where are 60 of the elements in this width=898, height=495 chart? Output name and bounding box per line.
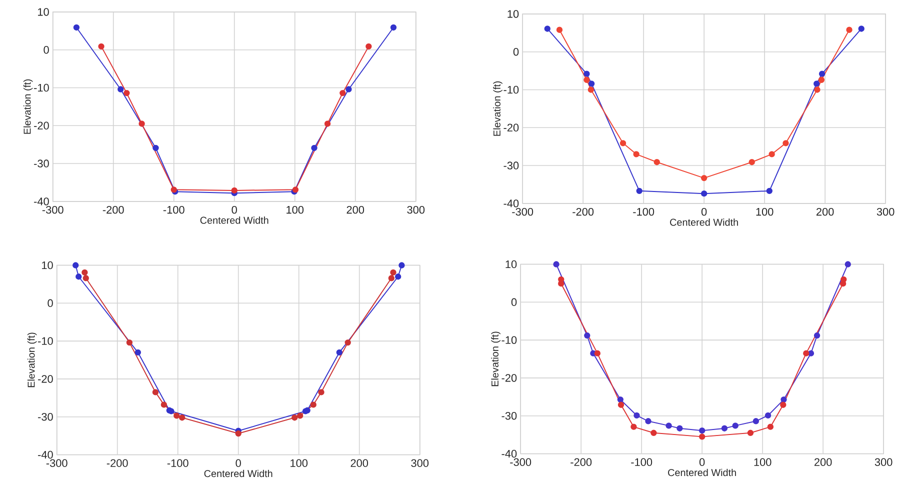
y-axis-title: Elevation (ft) bbox=[23, 80, 33, 134]
y-tick-label: -20 bbox=[38, 375, 53, 383]
y-tick-label: 10 bbox=[506, 260, 517, 268]
x-tick-label: -100 bbox=[631, 458, 652, 466]
x-tick-label: -200 bbox=[102, 206, 124, 214]
y-tick-label: -40 bbox=[34, 198, 49, 206]
y-tick-label: 0 bbox=[511, 298, 517, 306]
y-tick-label: 0 bbox=[48, 299, 53, 308]
x-tick-label: 0 bbox=[699, 458, 705, 466]
x-tick-label: 100 bbox=[756, 208, 774, 216]
y-tick-label: -40 bbox=[38, 451, 53, 459]
x-tick-label: -100 bbox=[167, 459, 188, 468]
y-axis-title: Elevation (ft) bbox=[491, 332, 500, 386]
x-axis-title: Centered Width bbox=[670, 218, 738, 226]
x-tick-label: 300 bbox=[411, 459, 429, 468]
y-tick-label: -30 bbox=[502, 412, 517, 420]
x-tick-label: -300 bbox=[46, 459, 68, 468]
x-tick-label: 300 bbox=[407, 206, 425, 214]
x-tick-label: 100 bbox=[754, 458, 772, 466]
y-axis-title: Elevation (ft) bbox=[493, 82, 502, 136]
y-tick-label: -30 bbox=[38, 413, 53, 421]
x-tick-label: 100 bbox=[290, 459, 308, 468]
y-axis-title: Elevation (ft) bbox=[27, 332, 37, 388]
x-axis-title: Centered Width bbox=[204, 470, 272, 478]
x-tick-label: -200 bbox=[570, 458, 592, 466]
x-tick-label: -300 bbox=[510, 458, 532, 466]
y-tick-label: -40 bbox=[504, 200, 519, 208]
y-tick-label: -10 bbox=[34, 84, 49, 92]
x-tick-label: 0 bbox=[236, 459, 241, 468]
x-tick-label: 200 bbox=[346, 206, 364, 214]
x-tick-label: 300 bbox=[876, 208, 894, 216]
y-tick-label: -20 bbox=[502, 374, 517, 382]
y-tick-label: -30 bbox=[34, 160, 49, 168]
y-tick-label: 0 bbox=[44, 46, 49, 54]
x-tick-label: -200 bbox=[572, 208, 594, 216]
y-tick-label: -40 bbox=[502, 450, 517, 458]
x-tick-label: 0 bbox=[232, 206, 237, 214]
y-tick-label: -10 bbox=[38, 337, 53, 346]
x-axis-title: Centered Width bbox=[668, 469, 736, 476]
x-tick-label: -300 bbox=[42, 206, 64, 214]
x-tick-label: 200 bbox=[816, 208, 834, 216]
y-tick-label: 0 bbox=[513, 48, 519, 56]
x-axis-title: Centered Width bbox=[200, 216, 268, 224]
x-tick-label: 300 bbox=[874, 458, 892, 466]
x-tick-label: -200 bbox=[106, 459, 128, 468]
x-tick-label: -100 bbox=[163, 206, 184, 214]
x-tick-label: 0 bbox=[701, 208, 707, 216]
y-tick-label: 10 bbox=[38, 8, 49, 16]
y-tick-label: 10 bbox=[42, 262, 53, 270]
x-tick-label: 200 bbox=[350, 459, 368, 468]
y-tick-label: -30 bbox=[504, 162, 519, 170]
x-tick-label: -100 bbox=[633, 208, 654, 216]
x-tick-label: -300 bbox=[512, 208, 534, 216]
y-tick-label: -10 bbox=[502, 336, 517, 344]
y-tick-label: -20 bbox=[504, 124, 519, 132]
y-tick-label: -20 bbox=[34, 122, 49, 130]
y-tick-label: 10 bbox=[508, 10, 519, 18]
x-tick-label: 200 bbox=[814, 458, 832, 466]
x-tick-label: 100 bbox=[286, 206, 304, 214]
y-tick-label: -10 bbox=[504, 86, 519, 94]
